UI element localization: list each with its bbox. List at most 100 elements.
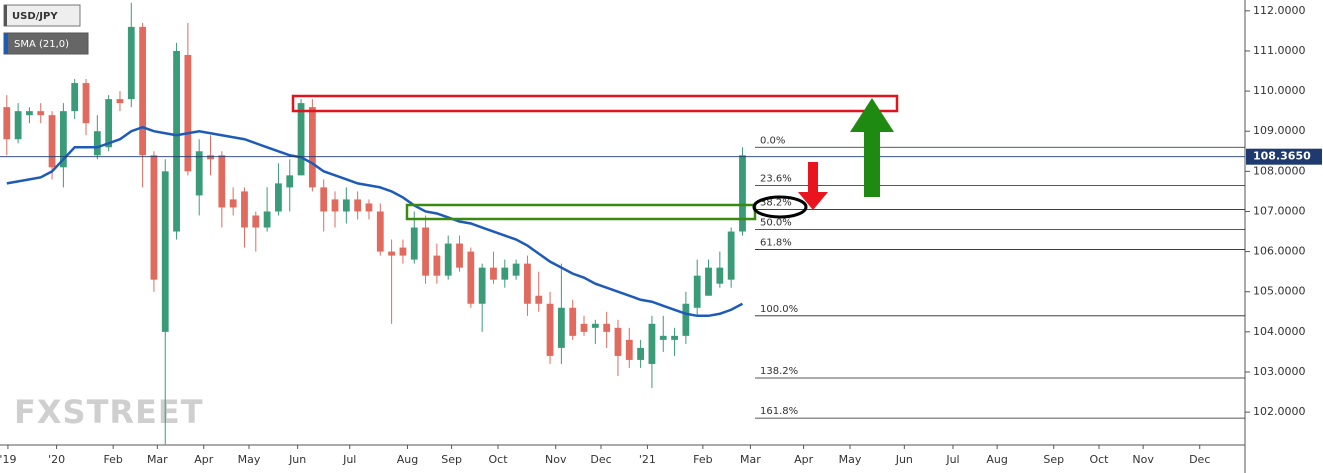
y-tick-label: 107.0000	[1253, 204, 1306, 217]
candle-body	[161, 171, 169, 332]
y-tick-label: 103.0000	[1253, 365, 1306, 378]
candle-body	[388, 251, 396, 256]
candle-body	[727, 231, 735, 280]
candle-body	[603, 323, 611, 332]
fib-label: 138.2%	[760, 366, 798, 377]
x-tick-label: Jul	[342, 453, 356, 466]
candle-body	[105, 99, 113, 148]
candle-body	[410, 227, 418, 260]
candle-body	[252, 215, 260, 228]
fib-label: 23.6%	[760, 173, 792, 184]
candle-body	[297, 103, 305, 176]
candle-body	[625, 339, 633, 360]
candle-body	[399, 247, 407, 256]
candle-body	[467, 251, 475, 304]
candle-body	[422, 227, 429, 276]
x-tick-label: Jun	[895, 453, 913, 466]
candle-body	[37, 111, 45, 116]
y-tick-label: 109.0000	[1253, 124, 1306, 137]
x-tick-label: May	[839, 453, 862, 466]
candle-body	[524, 263, 531, 304]
candle-body	[263, 211, 271, 228]
x-tick-label: May	[238, 453, 261, 466]
sma-line	[6, 125, 744, 318]
candle-body	[648, 323, 656, 364]
candle-body	[59, 111, 67, 168]
x-tick-label: '20	[48, 453, 65, 466]
candle-body	[546, 303, 554, 356]
fib-label: 38.2%	[760, 197, 792, 208]
candle-body	[659, 335, 667, 340]
fib-label: 0.0%	[760, 135, 785, 146]
fib-label: 50.0%	[760, 218, 792, 229]
candle-body	[591, 323, 599, 328]
candle-body	[82, 83, 90, 124]
candle-body	[218, 155, 226, 208]
x-tick-label: Aug	[397, 453, 418, 466]
x-tick-label: Feb	[693, 453, 712, 466]
fib-label: 61.8%	[760, 238, 792, 249]
watermark: FXSTREET	[14, 393, 204, 431]
down-arrow	[798, 162, 828, 210]
candle-body	[3, 107, 11, 140]
x-tick-label: Mar	[740, 453, 761, 466]
candle-body	[275, 183, 282, 212]
candle-body	[569, 307, 577, 336]
x-tick-label: Sep	[441, 453, 462, 466]
candle-body	[456, 243, 463, 268]
candle-body	[512, 263, 520, 276]
candle-body	[127, 26, 135, 100]
y-tick-label: 112.0000	[1253, 4, 1306, 17]
y-tick-label: 106.0000	[1253, 245, 1306, 258]
candle-body	[705, 267, 712, 296]
x-tick-label: Oct	[1089, 453, 1109, 466]
x-tick-label: Sep	[1043, 453, 1064, 466]
candle-body	[490, 267, 497, 280]
resistance-box	[291, 94, 899, 113]
highlight-ellipse	[752, 195, 808, 219]
candle-body	[207, 155, 214, 160]
x-tick-label: Apr	[194, 453, 214, 466]
candle-body	[139, 26, 147, 156]
legend-marker	[4, 5, 7, 26]
candle-body	[739, 155, 746, 232]
candle-body	[241, 191, 248, 228]
candle-body	[671, 335, 678, 340]
x-tick-label: Dec	[590, 453, 611, 466]
candle-body	[376, 211, 384, 252]
y-tick-label: 111.0000	[1253, 44, 1306, 57]
y-tick-label: 110.0000	[1253, 84, 1306, 97]
candle-body	[433, 255, 441, 276]
x-tick-label: Oct	[488, 453, 508, 466]
x-tick-label: Dec	[1189, 453, 1210, 466]
y-tick-label: 102.0000	[1253, 405, 1306, 418]
up-arrow	[850, 98, 894, 197]
candle-body	[444, 243, 452, 276]
candle-body	[184, 54, 192, 172]
candle-body	[478, 267, 486, 304]
candle-body	[48, 115, 56, 168]
x-tick-label: Feb	[103, 453, 122, 466]
legend-marker	[4, 33, 8, 54]
candle-body	[501, 267, 509, 280]
x-tick-label: Apr	[794, 453, 814, 466]
candle-body	[637, 347, 645, 360]
x-tick-label: Nov	[1132, 453, 1154, 466]
candle-body	[195, 151, 203, 196]
plot-area: 102.0000 103.0000 104.0000 105.0000 106.0000…	[0, 2, 1306, 466]
x-tick-label: Nov	[545, 453, 567, 466]
candle-body	[116, 99, 124, 104]
candle-body	[331, 199, 339, 212]
x-tick-label: Aug	[986, 453, 1007, 466]
x-tick-label: Jun	[288, 453, 306, 466]
candle-body	[71, 83, 79, 112]
candle-body	[173, 50, 180, 232]
candle-body	[365, 203, 373, 212]
last-price-label: 108.3650	[1253, 150, 1311, 163]
x-tick-label: '21	[639, 453, 656, 466]
x-tick-label: Jul	[945, 453, 959, 466]
y-tick-label: 104.0000	[1253, 325, 1306, 338]
candle-body	[342, 199, 350, 212]
